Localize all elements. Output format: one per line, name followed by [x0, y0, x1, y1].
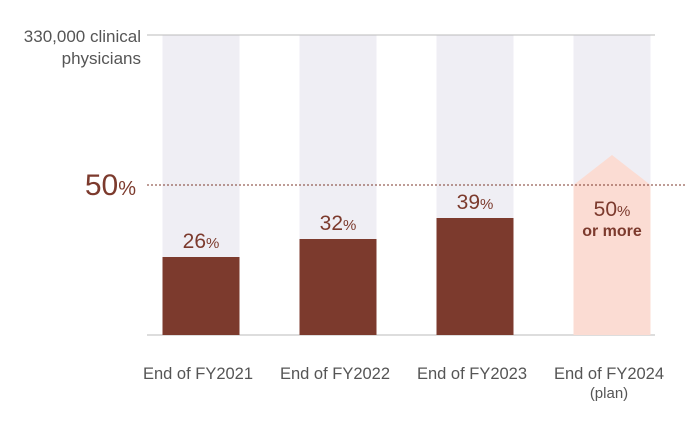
- reference-line-number: 50: [85, 169, 118, 202]
- bar-plan-4: [573, 155, 651, 335]
- value-label-3: 39%: [457, 191, 494, 214]
- x-tick-label-3: End of FY2023: [417, 365, 527, 383]
- value-label-note-4: or more: [582, 223, 642, 240]
- value-label-4: 50%: [594, 198, 631, 221]
- x-tick-sublabel-4: (plan): [590, 385, 628, 402]
- y-axis-label-line-2: physicians: [62, 49, 141, 68]
- x-tick-label-4: End of FY2024: [554, 365, 664, 383]
- bar-1: [162, 257, 240, 335]
- value-labels: 26% 32% 39% 50% or more: [183, 191, 642, 253]
- bar-2: [299, 239, 377, 335]
- bar-3: [436, 218, 514, 335]
- x-axis-tick-labels: End of FY2021 End of FY2022 End of FY2023 E…: [143, 365, 664, 402]
- bars: [162, 155, 651, 335]
- x-tick-label-2: End of FY2022: [280, 365, 390, 383]
- y-axis-label-line-1: 330,000 clinical: [24, 27, 141, 46]
- reference-line-label: 50%: [85, 169, 136, 202]
- value-label-2: 32%: [320, 212, 357, 235]
- x-tick-label-1: End of FY2021: [143, 365, 253, 383]
- reference-line-unit: %: [118, 178, 136, 200]
- value-label-1: 26%: [183, 230, 220, 253]
